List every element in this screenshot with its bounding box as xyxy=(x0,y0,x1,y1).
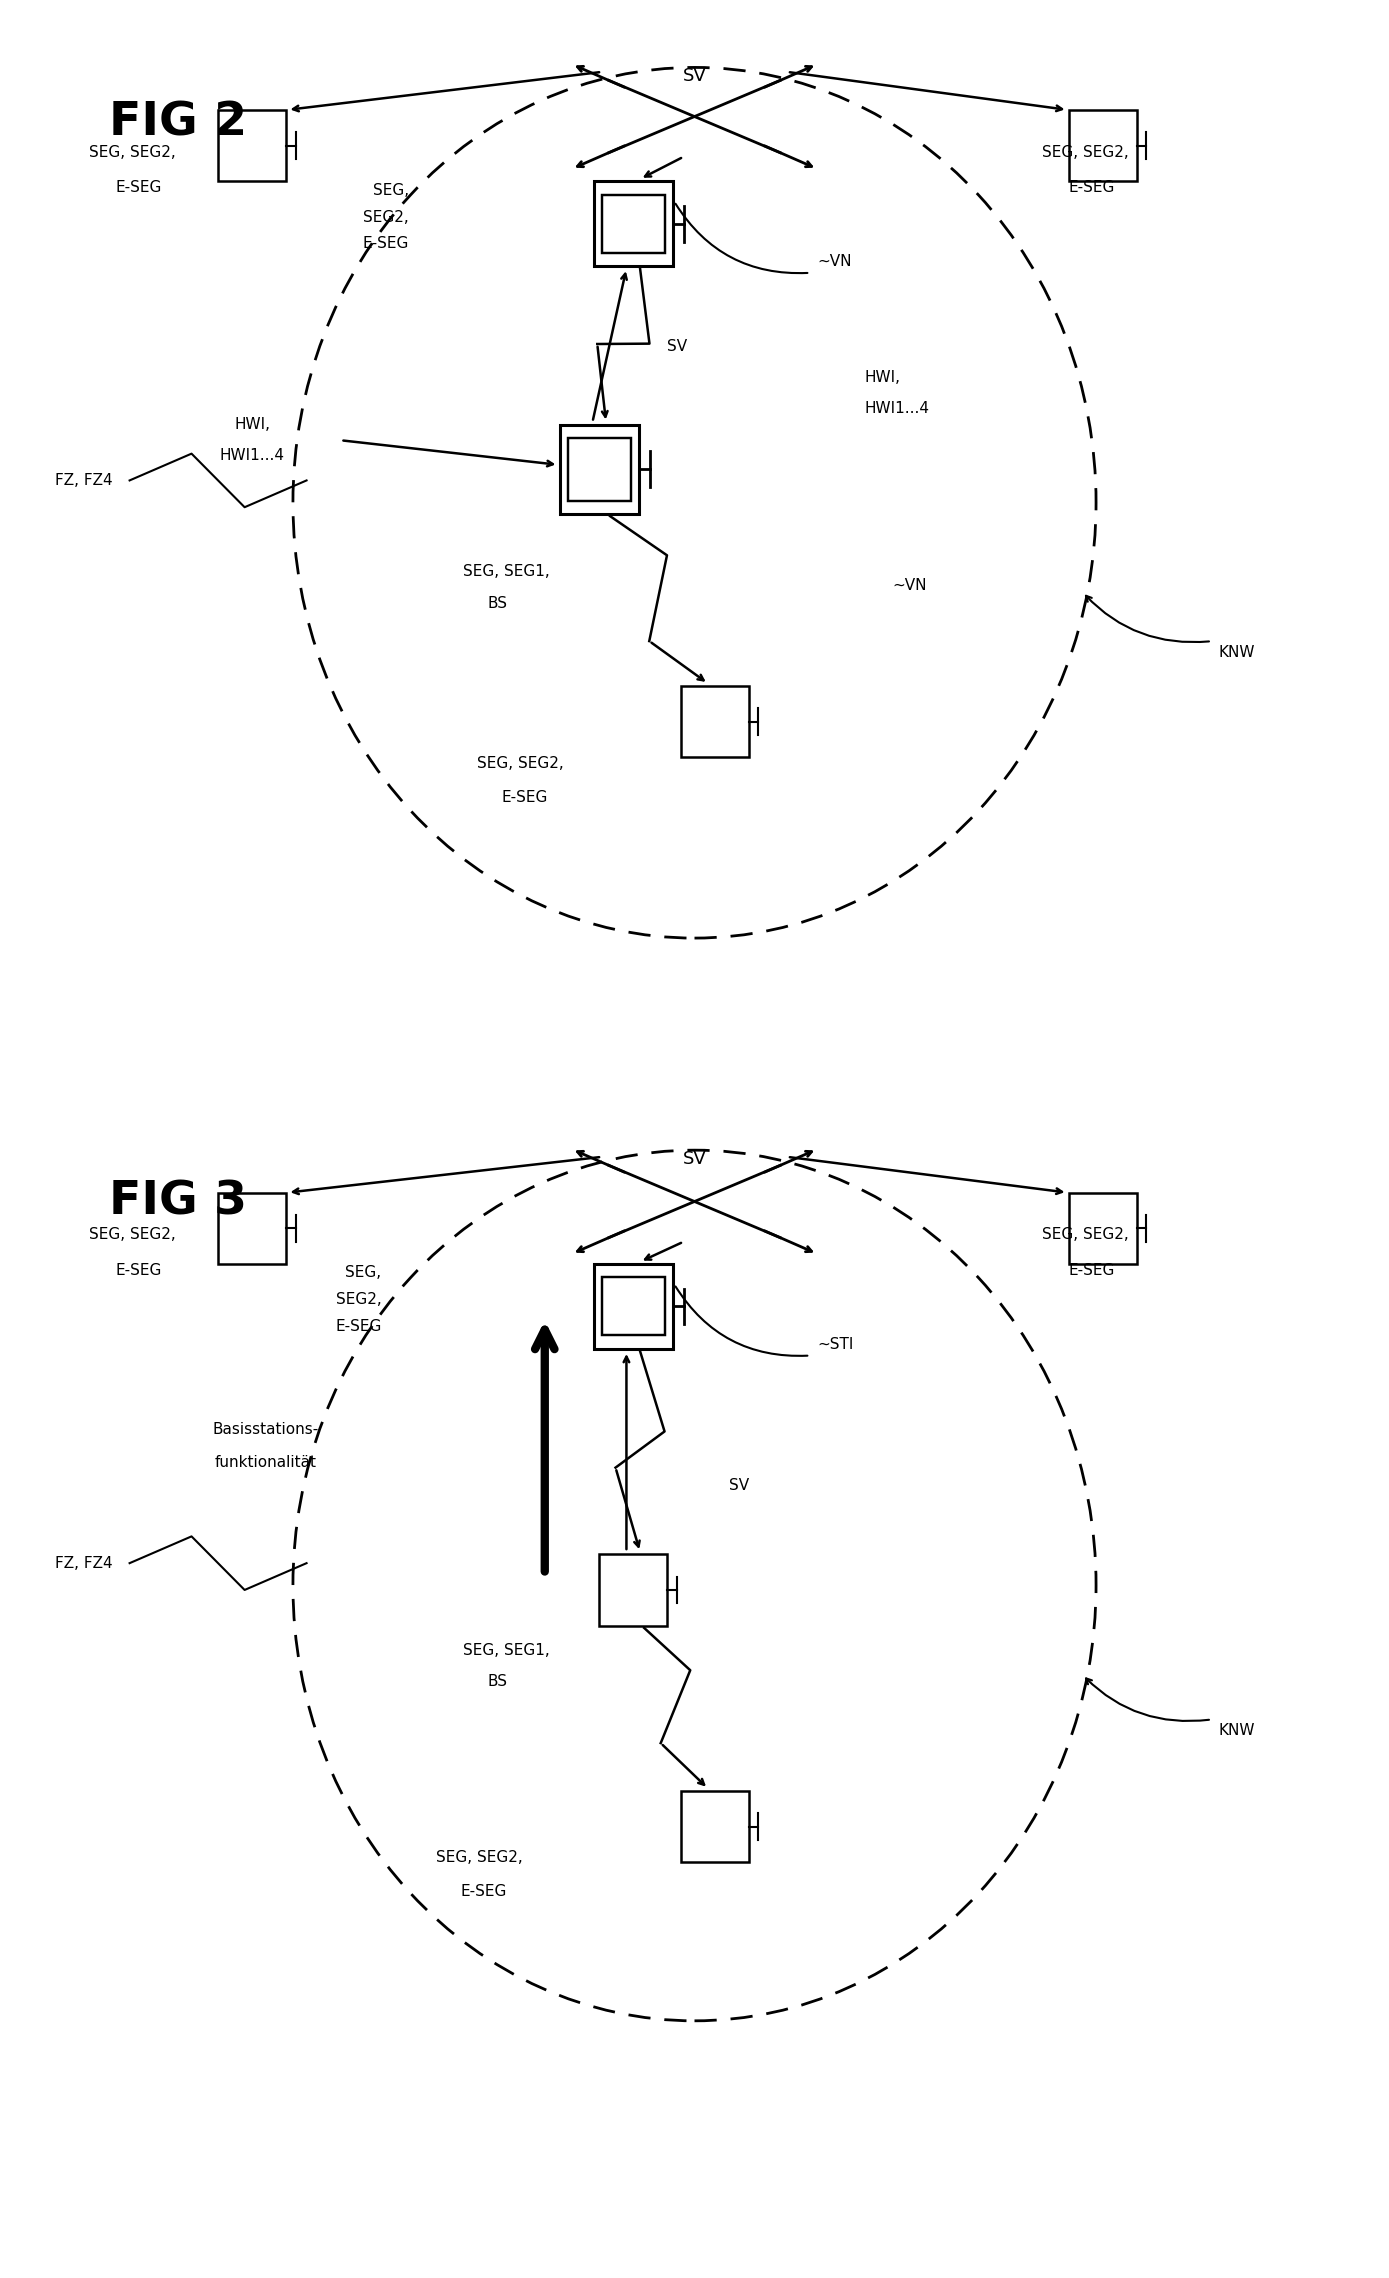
Bar xyxy=(681,686,749,756)
Text: E-SEG: E-SEG xyxy=(115,1264,163,1278)
Text: SEG, SEG1,: SEG, SEG1, xyxy=(463,565,550,579)
Bar xyxy=(599,1554,667,1626)
Text: SEG, SEG2,: SEG, SEG2, xyxy=(89,146,175,159)
Bar xyxy=(218,1194,286,1264)
Text: HWI1...4: HWI1...4 xyxy=(864,401,929,417)
Bar xyxy=(560,424,639,515)
Text: SEG2,: SEG2, xyxy=(336,1292,382,1308)
Text: BS: BS xyxy=(488,1674,507,1688)
Text: FIG 3: FIG 3 xyxy=(110,1180,247,1223)
Bar xyxy=(568,437,631,501)
Bar xyxy=(1068,1194,1136,1264)
Text: FZ, FZ4: FZ, FZ4 xyxy=(54,1556,113,1570)
Text: SEG,: SEG, xyxy=(372,182,408,198)
Text: FIG 2: FIG 2 xyxy=(110,100,247,146)
Bar xyxy=(218,109,286,182)
Text: E-SEG: E-SEG xyxy=(460,1884,507,1900)
Text: HWI,: HWI, xyxy=(864,371,900,385)
Text: SV: SV xyxy=(682,1150,707,1169)
Text: E-SEG: E-SEG xyxy=(363,237,408,251)
Bar xyxy=(593,182,672,267)
Bar xyxy=(601,1278,664,1335)
Text: SV: SV xyxy=(667,339,688,353)
Text: HWI1...4: HWI1...4 xyxy=(219,449,285,462)
Text: KNW: KNW xyxy=(1218,1722,1256,1738)
Text: E-SEG: E-SEG xyxy=(1068,1264,1115,1278)
Text: SV: SV xyxy=(728,1478,749,1492)
Text: SEG, SEG2,: SEG, SEG2, xyxy=(476,756,564,772)
Text: FZ, FZ4: FZ, FZ4 xyxy=(54,474,113,487)
Text: E-SEG: E-SEG xyxy=(1068,180,1115,196)
Bar xyxy=(681,1791,749,1863)
Text: SEG,: SEG, xyxy=(346,1267,382,1280)
Text: SEG, SEG2,: SEG, SEG2, xyxy=(89,1228,175,1242)
Text: SEG, SEG2,: SEG, SEG2, xyxy=(436,1850,522,1866)
Bar xyxy=(593,1264,672,1349)
Text: ~VN: ~VN xyxy=(892,579,926,592)
Text: E-SEG: E-SEG xyxy=(115,180,163,196)
Bar xyxy=(1068,109,1136,182)
Text: ~STI: ~STI xyxy=(817,1337,853,1351)
Text: ~VN: ~VN xyxy=(817,255,851,269)
Text: Basisstations-: Basisstations- xyxy=(213,1421,319,1437)
Text: BS: BS xyxy=(488,597,507,611)
Text: KNW: KNW xyxy=(1218,645,1256,661)
Text: SEG2,: SEG2, xyxy=(363,210,408,226)
Text: E-SEG: E-SEG xyxy=(501,790,547,804)
Text: funktionalität: funktionalität xyxy=(215,1456,317,1469)
Bar xyxy=(601,194,664,253)
Text: SEG, SEG2,: SEG, SEG2, xyxy=(1042,1228,1128,1242)
Text: HWI,: HWI, xyxy=(235,417,269,433)
Text: SEG, SEG1,: SEG, SEG1, xyxy=(463,1642,550,1658)
Text: SEG, SEG2,: SEG, SEG2, xyxy=(1042,146,1128,159)
Text: E-SEG: E-SEG xyxy=(335,1319,382,1335)
Text: SV: SV xyxy=(682,68,707,84)
